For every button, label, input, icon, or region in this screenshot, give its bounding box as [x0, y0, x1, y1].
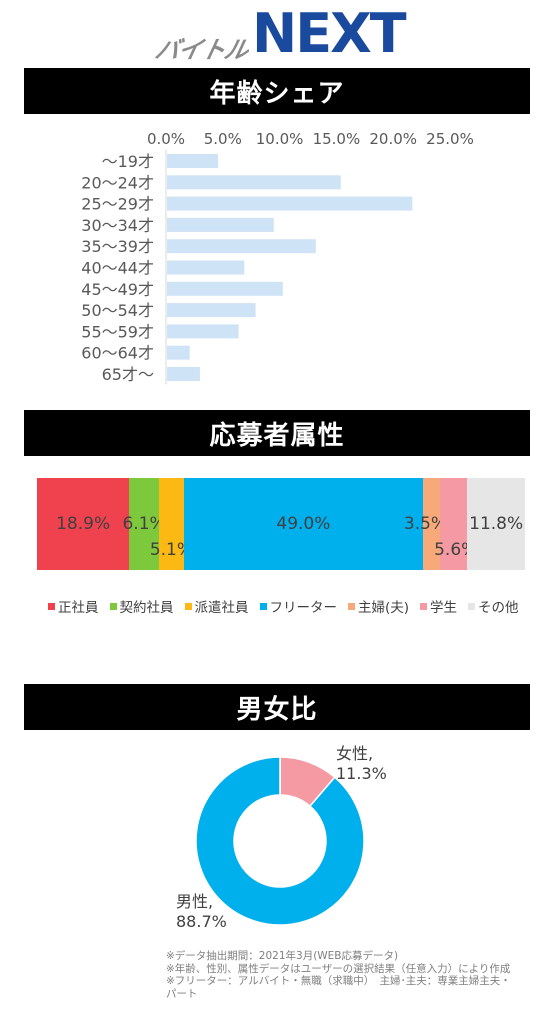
age-bar — [167, 260, 245, 275]
attr-segment-0: 18.9% — [37, 478, 130, 570]
gender-donut-svg — [195, 756, 365, 926]
attr-segment-label: 6.1% — [122, 514, 166, 534]
legend-item: フリーター — [259, 596, 338, 616]
x-tick-label: 15.0% — [313, 130, 361, 148]
donut-label-male-name: 男性, — [176, 892, 214, 911]
legend-item: 学生 — [420, 596, 457, 616]
attr-segment-label: 49.0% — [276, 514, 331, 534]
footnote-input-source: ※年齢、性別、属性データはユーザーの選択結果（任意入力）により作成 — [166, 962, 511, 975]
age-category-label: 60〜64才 — [81, 344, 154, 363]
legend-swatch — [109, 602, 117, 610]
x-tick-label: 25.0% — [426, 130, 474, 148]
legend-item: 契約社員 — [109, 596, 174, 616]
applicant-attribute-legend: 正社員 契約社員 派遣社員 フリーター 主婦(夫) 学生 その他 — [48, 596, 538, 616]
age-category-label: 25〜29才 — [81, 195, 154, 214]
age-category-label: 55〜59才 — [81, 322, 154, 341]
age-bar — [167, 324, 239, 339]
legend-label: 契約社員 — [119, 600, 174, 616]
legend-label: 正社員 — [58, 600, 99, 616]
footnote-definitions: ※フリーター：アルバイト・無職（求職中） 主婦･主夫：専業主婦主夫・パート — [166, 975, 511, 1000]
donut-label-male: 男性, 88.7% — [176, 892, 227, 932]
age-category-label: 40〜44才 — [81, 259, 154, 278]
legend-label: 主婦(夫) — [358, 600, 410, 616]
legend-label: 学生 — [430, 600, 458, 616]
age-category-label: 〜19才 — [102, 152, 154, 171]
attr-segment-1: 6.1% — [122, 478, 166, 570]
age-bar — [167, 196, 413, 211]
legend-swatch — [420, 602, 428, 610]
donut-slice-male — [195, 756, 365, 926]
attr-segment-4: 3.5% — [404, 478, 447, 570]
x-tick-label: 5.0% — [204, 130, 242, 148]
attr-segment-6: 11.8% — [467, 478, 525, 570]
age-bar — [167, 367, 200, 381]
legend-swatch — [348, 602, 355, 610]
legend-label: 派遣社員 — [194, 600, 249, 616]
x-tick-label: 20.0% — [369, 130, 417, 148]
age-share-header: 年齢シェア — [24, 68, 530, 114]
attr-segment-label: 5.1% — [149, 540, 194, 560]
legend-swatch — [468, 602, 476, 610]
legend-item: 主婦(夫) — [348, 596, 409, 616]
attr-segment-label: 11.8% — [469, 514, 524, 534]
footnote-period: ※データ抽出期間：2021年3月(WEB応募データ) — [166, 950, 399, 962]
age-category-label: 20〜24才 — [81, 173, 154, 192]
age-category-label: 45〜49才 — [81, 280, 154, 299]
attr-segment-3: 49.0% — [183, 478, 423, 570]
age-category-label: 65才〜 — [102, 365, 154, 384]
gender-ratio-header: 男女比 — [24, 684, 530, 730]
legend-swatch — [259, 602, 267, 610]
logo-text-baitoru: バイトル — [152, 36, 251, 64]
age-bar — [167, 303, 256, 318]
legend-swatch — [48, 602, 55, 610]
age-bar — [167, 345, 190, 360]
applicant-attribute-header: 応募者属性 — [24, 410, 530, 456]
age-category-label: 30〜34才 — [81, 216, 154, 235]
legend-label: その他 — [478, 600, 519, 616]
attr-segment-label: 18.9% — [56, 514, 111, 534]
age-share-svg: 0.0% 5.0% 10.0% 15.0% 20.0% 25.0% 〜19才 20〜24才 25… — [81, 130, 474, 385]
age-share-chart: 0.0% 5.0% 10.0% 15.0% 20.0% 25.0% 〜19才 20〜24才 25… — [60, 128, 500, 398]
donut-label-male-value: 88.7% — [176, 912, 227, 931]
legend-item: その他 — [468, 596, 519, 616]
age-bar — [167, 217, 274, 232]
age-category-label: 50〜54才 — [81, 301, 154, 320]
age-bar — [167, 154, 219, 168]
footnotes: ※データ抽出期間：2021年3月(WEB応募データ) ※年齢、性別、属性データは… — [166, 950, 516, 1000]
attr-segment-2: 5.1% — [150, 478, 193, 570]
x-tick-label: 10.0% — [256, 130, 304, 148]
legend-item: 派遣社員 — [184, 596, 249, 616]
age-bar — [167, 239, 316, 254]
age-category-label: 35〜39才 — [81, 237, 154, 256]
attr-segment-5: 5.6% — [434, 478, 477, 570]
logo-text-next: NEXT — [252, 2, 407, 65]
applicant-attribute-stacked-bar: 18.9% 6.1% 5.1% 49.0% 3.5% 5.6% 11.8% — [37, 478, 525, 570]
donut-label-female: 女性, 11.3% — [336, 744, 387, 784]
gender-ratio-donut — [195, 756, 365, 926]
donut-label-female-value: 11.3% — [336, 764, 387, 783]
attr-segment-label: 5.6% — [434, 540, 478, 560]
legend-swatch — [184, 602, 192, 610]
legend-item: 正社員 — [48, 596, 99, 616]
x-tick-label: 0.0% — [147, 130, 185, 148]
age-bar — [167, 281, 283, 296]
age-bar — [167, 175, 341, 190]
baitoru-next-logo: バイトル NEXT — [152, 2, 406, 65]
attr-segment-label: 3.5% — [403, 514, 448, 534]
legend-label: フリーター — [269, 600, 338, 616]
donut-label-female-name: 女性, — [336, 744, 374, 763]
